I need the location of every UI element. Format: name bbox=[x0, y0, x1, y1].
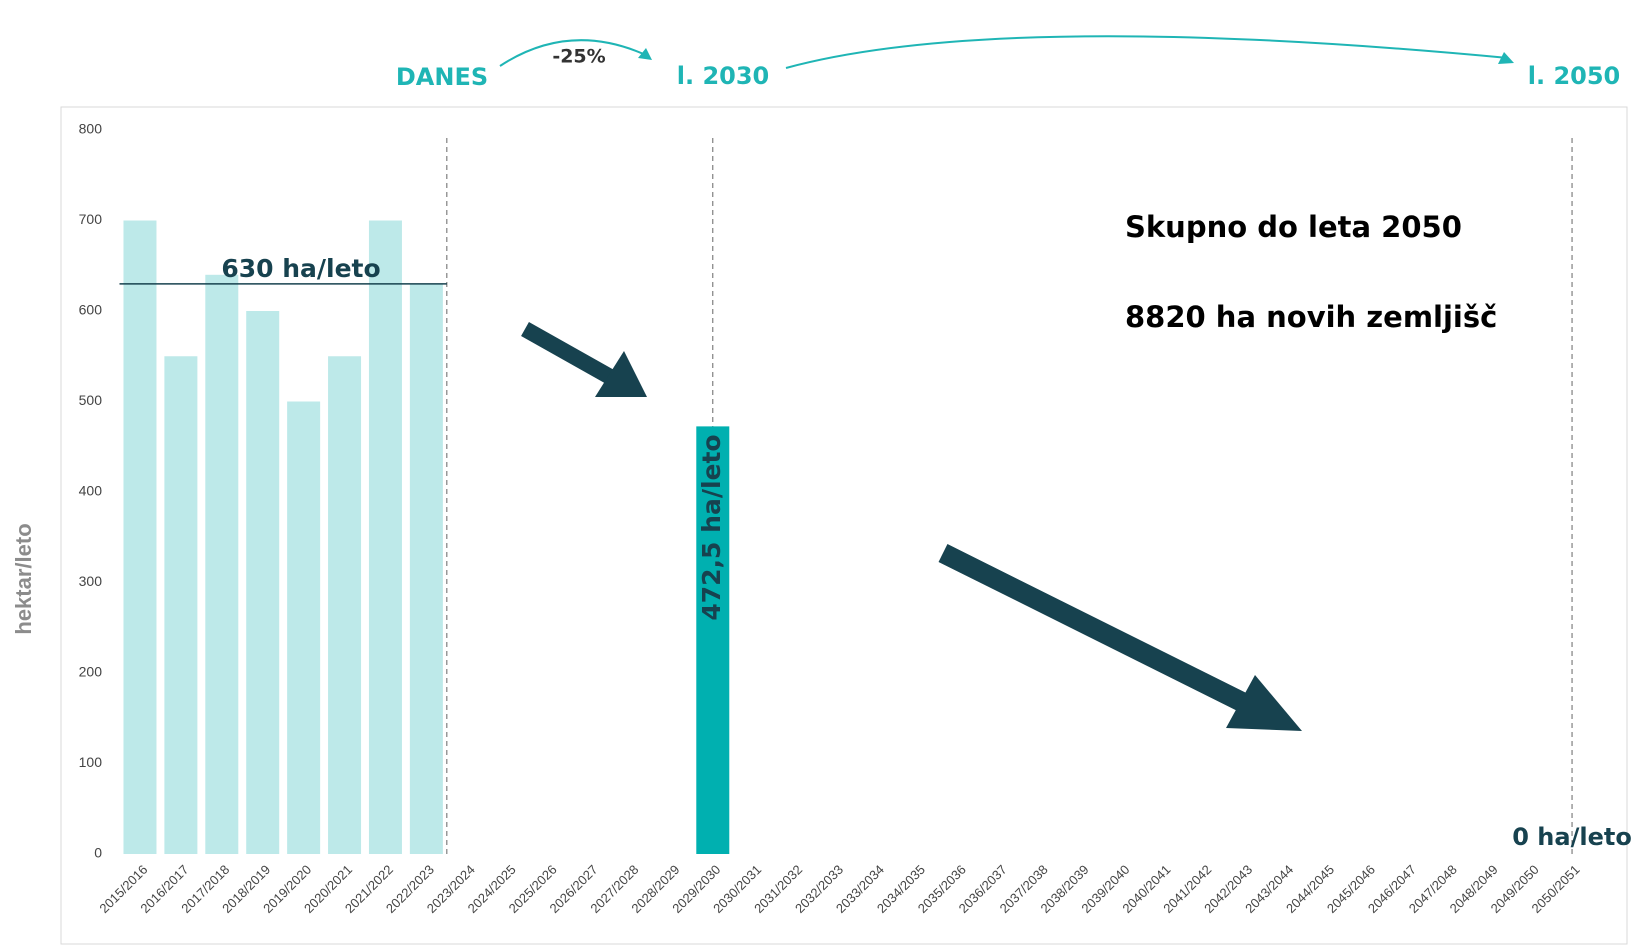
y-tick-label: 400 bbox=[79, 483, 103, 499]
trend-arrow bbox=[938, 544, 1302, 731]
y-tick-label: 500 bbox=[79, 392, 103, 408]
trend-arrow bbox=[521, 322, 647, 397]
summary-line: 8820 ha novih zemljišč bbox=[1125, 300, 1497, 334]
bar bbox=[287, 401, 321, 854]
y-axis-label: hektar/leto bbox=[11, 523, 36, 634]
value-label: 472,5 ha/leto bbox=[697, 434, 726, 620]
y-tick-label: 300 bbox=[79, 573, 103, 589]
bar bbox=[246, 311, 280, 854]
y-tick-label: 200 bbox=[79, 664, 103, 680]
bar bbox=[205, 274, 239, 854]
timeline-change: -25% bbox=[552, 46, 605, 68]
average-label: 630 ha/leto bbox=[221, 254, 380, 283]
bar bbox=[696, 426, 730, 854]
timeline-arrow bbox=[785, 35, 1509, 69]
bar bbox=[123, 220, 157, 854]
value-label: 0 ha/leto bbox=[1512, 823, 1632, 851]
y-tick-label: 100 bbox=[79, 754, 103, 770]
bar bbox=[328, 356, 362, 854]
y-tick-label: 600 bbox=[79, 302, 103, 318]
arrow-head bbox=[1498, 52, 1514, 64]
timeline-today: DANES bbox=[396, 63, 488, 91]
timeline-arrow bbox=[499, 39, 649, 67]
arrow-head bbox=[638, 48, 652, 60]
y-tick-label: 700 bbox=[79, 211, 103, 227]
y-tick-label: 800 bbox=[79, 121, 103, 137]
y-tick-label: 0 bbox=[94, 845, 102, 861]
bar bbox=[164, 356, 198, 854]
bar bbox=[368, 220, 402, 854]
timeline-end: l. 2050 bbox=[1528, 62, 1621, 90]
timeline-mid: l. 2030 bbox=[677, 62, 770, 90]
summary-line: Skupno do leta 2050 bbox=[1125, 210, 1462, 244]
plot-frame bbox=[60, 106, 1628, 945]
bar bbox=[409, 283, 443, 855]
